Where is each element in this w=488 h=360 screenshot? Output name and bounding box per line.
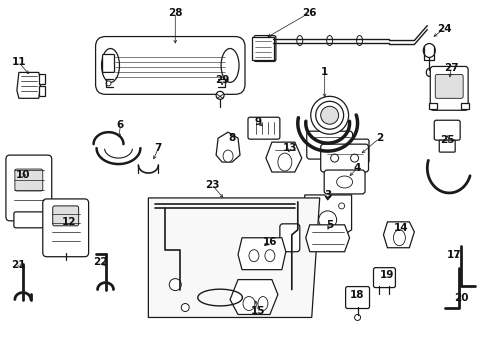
- FancyBboxPatch shape: [433, 120, 459, 140]
- Ellipse shape: [106, 81, 111, 86]
- FancyBboxPatch shape: [349, 139, 368, 163]
- Ellipse shape: [310, 203, 316, 209]
- Polygon shape: [216, 132, 240, 162]
- Ellipse shape: [223, 150, 233, 162]
- Ellipse shape: [277, 153, 291, 171]
- FancyBboxPatch shape: [253, 36, 275, 62]
- Text: 2: 2: [375, 133, 382, 143]
- Ellipse shape: [296, 36, 302, 45]
- FancyBboxPatch shape: [434, 75, 462, 98]
- FancyBboxPatch shape: [279, 224, 299, 252]
- FancyBboxPatch shape: [95, 37, 244, 94]
- Ellipse shape: [393, 230, 405, 246]
- Ellipse shape: [258, 297, 267, 310]
- Ellipse shape: [330, 154, 338, 162]
- Ellipse shape: [320, 106, 338, 124]
- Bar: [428, 103, 436, 109]
- Text: 26: 26: [302, 8, 316, 18]
- Bar: [460, 103, 468, 109]
- FancyBboxPatch shape: [306, 131, 352, 159]
- Text: 10: 10: [16, 170, 30, 180]
- Ellipse shape: [356, 36, 362, 45]
- Text: 16: 16: [262, 237, 277, 247]
- Ellipse shape: [264, 250, 274, 262]
- Polygon shape: [39, 86, 45, 96]
- Text: 3: 3: [324, 190, 331, 200]
- Text: 21: 21: [12, 260, 26, 270]
- Polygon shape: [238, 238, 285, 270]
- Ellipse shape: [326, 36, 332, 45]
- Ellipse shape: [221, 49, 239, 82]
- Text: 1: 1: [321, 67, 327, 77]
- FancyBboxPatch shape: [6, 155, 52, 221]
- Polygon shape: [229, 280, 277, 315]
- Polygon shape: [304, 195, 351, 238]
- Text: 4: 4: [353, 163, 361, 173]
- Text: 14: 14: [393, 223, 408, 233]
- Polygon shape: [305, 225, 349, 252]
- Ellipse shape: [216, 91, 224, 99]
- FancyBboxPatch shape: [345, 287, 369, 309]
- Text: 12: 12: [61, 217, 76, 227]
- Ellipse shape: [169, 279, 181, 291]
- Ellipse shape: [243, 297, 254, 310]
- FancyBboxPatch shape: [14, 212, 44, 228]
- FancyBboxPatch shape: [429, 67, 467, 110]
- Text: 27: 27: [443, 63, 458, 73]
- Text: 20: 20: [453, 293, 468, 302]
- Text: 15: 15: [250, 306, 264, 316]
- FancyBboxPatch shape: [42, 199, 88, 257]
- Ellipse shape: [318, 211, 336, 229]
- Text: 11: 11: [12, 58, 26, 67]
- Ellipse shape: [315, 101, 343, 129]
- Polygon shape: [17, 72, 41, 98]
- Polygon shape: [265, 142, 301, 172]
- FancyBboxPatch shape: [15, 169, 42, 191]
- Polygon shape: [148, 198, 319, 318]
- Text: 23: 23: [204, 180, 219, 190]
- Polygon shape: [383, 222, 413, 248]
- Text: 18: 18: [349, 289, 364, 300]
- FancyBboxPatch shape: [373, 268, 395, 288]
- Ellipse shape: [423, 44, 434, 58]
- FancyBboxPatch shape: [438, 140, 454, 152]
- Ellipse shape: [350, 154, 358, 162]
- Text: 29: 29: [214, 75, 229, 85]
- Text: 7: 7: [154, 143, 162, 153]
- Polygon shape: [39, 75, 45, 84]
- Ellipse shape: [248, 250, 259, 262]
- Text: 22: 22: [93, 257, 107, 267]
- Ellipse shape: [354, 315, 360, 320]
- Ellipse shape: [102, 49, 119, 82]
- Text: 9: 9: [254, 117, 261, 127]
- Ellipse shape: [181, 303, 189, 311]
- Text: 19: 19: [380, 270, 394, 280]
- Text: 6: 6: [117, 120, 124, 130]
- Ellipse shape: [336, 176, 352, 188]
- FancyBboxPatch shape: [102, 54, 114, 72]
- Ellipse shape: [310, 96, 348, 134]
- Text: 28: 28: [168, 8, 182, 18]
- Text: 17: 17: [446, 250, 461, 260]
- FancyBboxPatch shape: [247, 117, 279, 139]
- Ellipse shape: [253, 305, 262, 310]
- Ellipse shape: [240, 301, 249, 309]
- Text: 24: 24: [436, 24, 450, 33]
- FancyBboxPatch shape: [324, 170, 364, 194]
- Text: 13: 13: [282, 143, 297, 153]
- Polygon shape: [251, 37, 273, 60]
- Ellipse shape: [426, 68, 431, 76]
- Text: 5: 5: [325, 220, 333, 230]
- Ellipse shape: [338, 203, 344, 209]
- FancyBboxPatch shape: [53, 206, 79, 226]
- Text: 8: 8: [228, 133, 235, 143]
- Text: 25: 25: [439, 135, 453, 145]
- FancyBboxPatch shape: [320, 144, 368, 172]
